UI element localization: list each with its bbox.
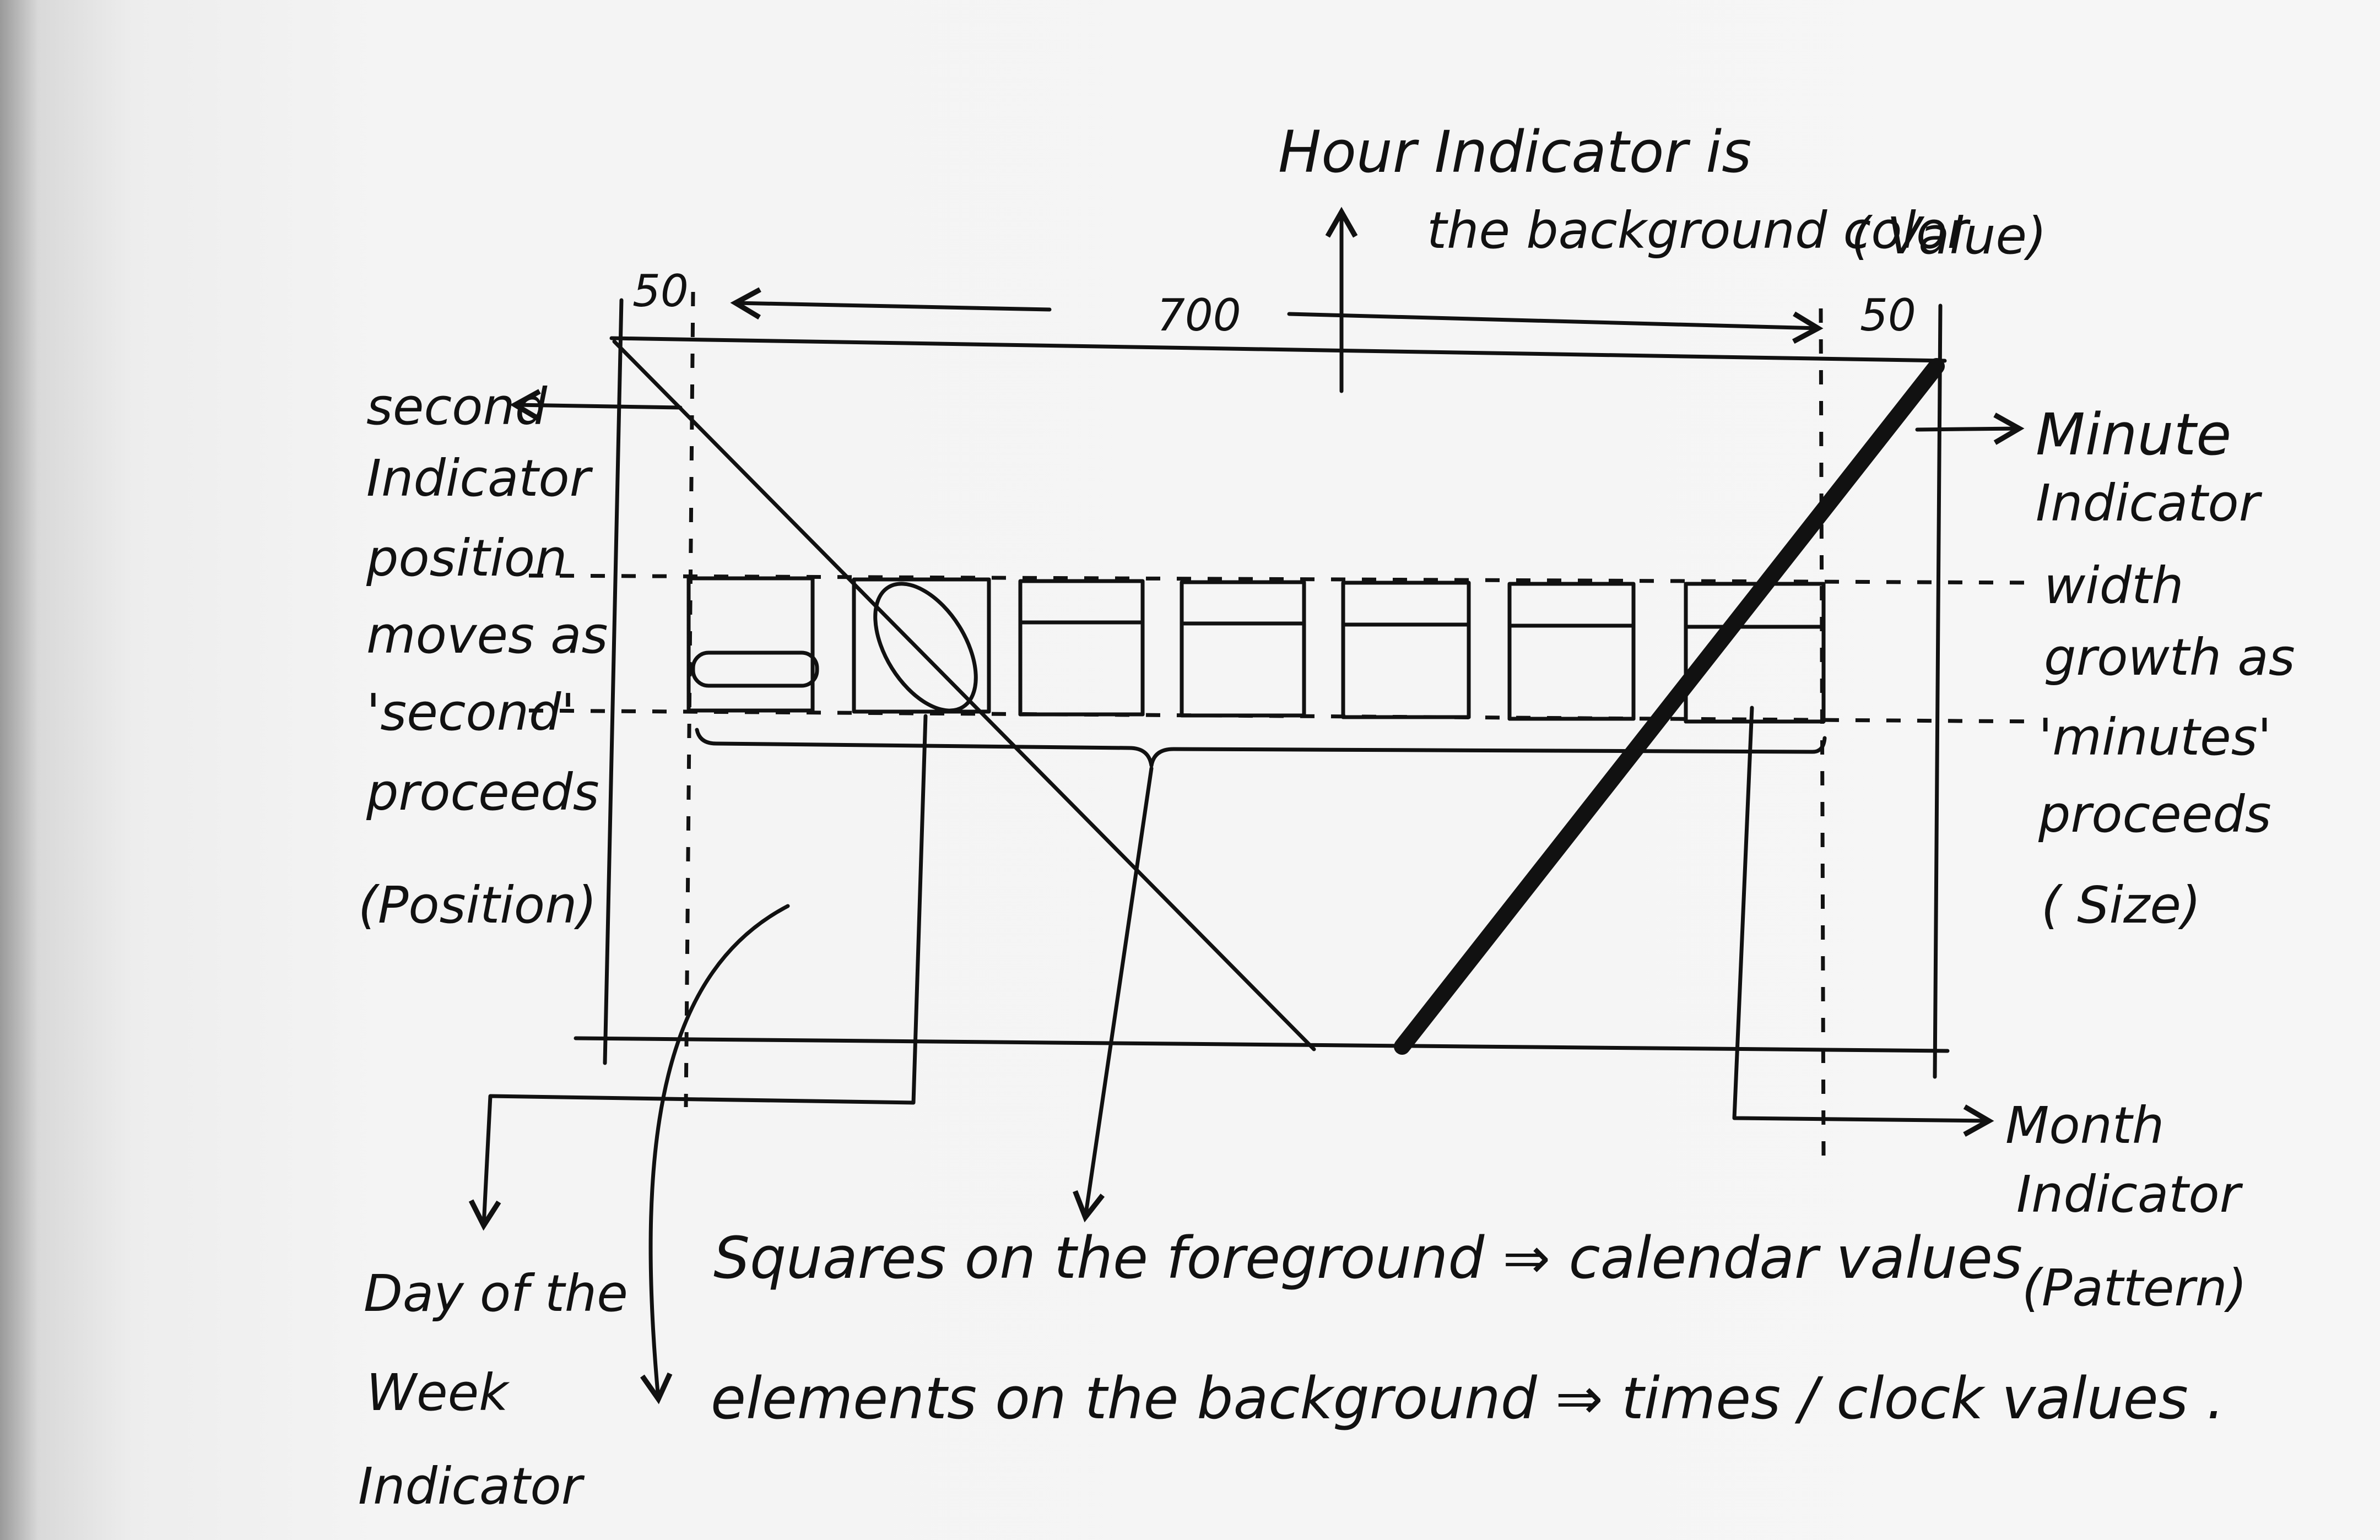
calendar-square [1341, 581, 1471, 719]
hour-indicator-label-line1: Hour Indicator is [1278, 118, 1751, 186]
calendar-squares [686, 576, 1826, 724]
foreground-note: Squares on the foreground ⇒ calendar val… [713, 1224, 2022, 1292]
minute-indicator-label-line2: Indicator [2036, 474, 2263, 533]
minute-indicator-label-line1: Minute [2036, 401, 2231, 468]
day-of-week-label-line3: Indicator [358, 1457, 585, 1516]
canvas-right-edge [1933, 303, 1943, 1079]
calendar-square [1684, 582, 1826, 724]
minute-indicator-label-line6: proceeds [2038, 785, 2271, 844]
day-of-week-bar [691, 650, 819, 688]
second-indicator-label-line2: Indicator [366, 449, 593, 508]
second-indicator-label-line6: proceeds [366, 763, 599, 822]
second-indicator-label-line7: (Position) [358, 876, 597, 935]
minute-indicator-label-line3: width [2044, 556, 2184, 615]
minute-indicator-label-line7: ( Size) [2041, 876, 2201, 935]
canvas-bottom-edge [574, 1036, 1950, 1053]
day-of-week-label-line2: Week [366, 1363, 510, 1422]
calendar-square [1507, 582, 1636, 721]
calendar-square [1180, 580, 1306, 718]
canvas-top-edge [609, 336, 1947, 363]
calendar-square [1018, 579, 1145, 717]
day-of-week-label-line1: Day of the [364, 1264, 628, 1323]
minute-indicator-line [1394, 358, 1945, 1055]
second-indicator-ellipse [873, 582, 978, 713]
second-indicator-line [612, 339, 1316, 1051]
background-arrow [640, 904, 790, 1405]
dimension-right-margin: 50 [1860, 290, 1916, 341]
foreground-arrow [1073, 766, 1154, 1223]
canvas-left-edge [603, 298, 624, 1065]
dimension-left-margin: 50 [632, 265, 689, 317]
month-indicator-label-line3: (Pattern) [2022, 1259, 2247, 1317]
width-arrow-left [730, 287, 1052, 320]
month-indicator-connector [1732, 706, 1994, 1137]
second-indicator-label-line5: 'second' [366, 683, 575, 742]
minute-indicator-arrow [1915, 413, 2025, 445]
calendar-square [852, 577, 991, 714]
right-margin-guide [1819, 308, 1826, 1157]
second-indicator-label-line4: moves as [366, 606, 608, 665]
dimension-width: 700 [1157, 290, 1241, 341]
calendar-square [686, 576, 819, 713]
second-indicator-label-line3: position [366, 529, 567, 588]
month-indicator-label-line1: Month [2005, 1096, 2164, 1155]
second-indicator-label-line1: second [366, 377, 548, 436]
hour-indicator-label-line2: the background color [1427, 201, 1971, 260]
width-arrow-right [1287, 311, 1824, 344]
squares-brace [695, 728, 1827, 768]
hour-indicator-label-line3: ( Value) [1851, 207, 2047, 265]
second-indicator-arrow [510, 389, 683, 421]
minute-indicator-label-line5: 'minutes' [2038, 708, 2271, 767]
month-indicator-label-line2: Indicator [2016, 1165, 2243, 1224]
background-note: elements on the background ⇒ times / clo… [711, 1365, 2225, 1432]
day-of-week-connector [468, 714, 928, 1231]
minute-indicator-label-line4: growth as [2044, 628, 2295, 687]
